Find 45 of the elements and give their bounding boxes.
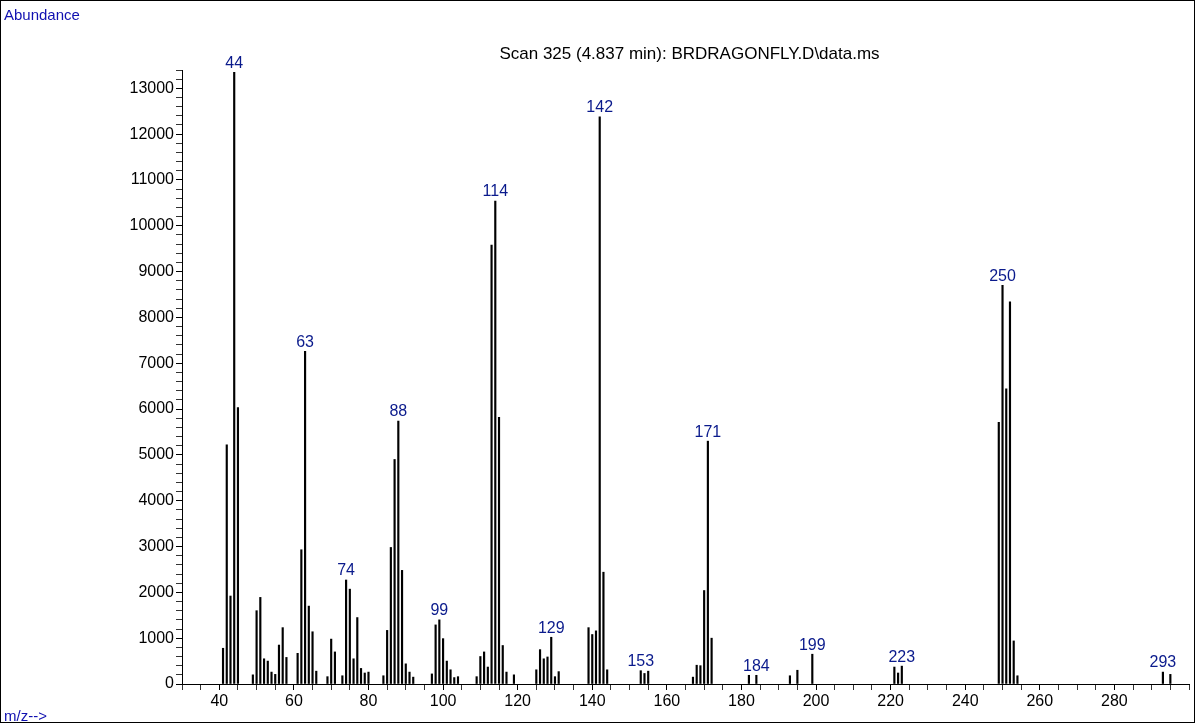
text: m/z--> bbox=[4, 706, 48, 723]
x-tick-label: 140 bbox=[578, 692, 606, 710]
annotation: 88 bbox=[389, 402, 408, 420]
annotation: 44 bbox=[225, 53, 244, 71]
x-tick-label: 80 bbox=[359, 692, 378, 710]
y-tick-label: 1000 bbox=[138, 628, 175, 646]
x-tick-label: 40 bbox=[210, 692, 229, 710]
y-tick-label: 5000 bbox=[138, 445, 175, 463]
annotation: 293 bbox=[1149, 653, 1177, 671]
y-tick-label: 10000 bbox=[129, 216, 175, 234]
annotation: 99 bbox=[430, 601, 449, 619]
x-tick-label: 120 bbox=[504, 692, 532, 710]
y-tick-label: 12000 bbox=[129, 124, 175, 142]
y-tick-label: 13000 bbox=[129, 78, 175, 96]
annotation: 199 bbox=[798, 635, 826, 653]
y-tick-label: 3000 bbox=[138, 536, 175, 554]
x-tick-label: 220 bbox=[877, 692, 905, 710]
annotation: 129 bbox=[537, 618, 565, 636]
y-tick-label: 6000 bbox=[138, 399, 175, 417]
annotation: 250 bbox=[989, 266, 1016, 284]
annotation: 171 bbox=[694, 422, 722, 440]
annotation: 142 bbox=[586, 98, 614, 116]
annotation: 153 bbox=[627, 652, 655, 670]
x-tick-label: 260 bbox=[1026, 692, 1054, 710]
y-axis-title: Abundance bbox=[4, 5, 80, 23]
y-tick-label: 7000 bbox=[138, 353, 175, 371]
x-tick-label: 240 bbox=[951, 692, 979, 710]
x-tick-label: 200 bbox=[802, 692, 830, 710]
annotation: 63 bbox=[296, 332, 315, 350]
y-tick-label: 4000 bbox=[138, 491, 175, 509]
annotation: 74 bbox=[337, 561, 356, 579]
annotation: 114 bbox=[482, 182, 509, 200]
chart-title: Scan 325 (4.837 min): BRDRAGONFLY.D\data.ms bbox=[499, 44, 880, 64]
x-tick-label: 160 bbox=[653, 692, 681, 710]
annotation: 223 bbox=[888, 647, 916, 665]
y-tick-label: 8000 bbox=[138, 307, 175, 325]
x-tick-label: 180 bbox=[728, 692, 755, 710]
y-tick-label: 11000 bbox=[130, 170, 175, 188]
y-tick-label: 0 bbox=[165, 674, 175, 692]
annotation: 184 bbox=[743, 656, 770, 674]
x-tick-label: 280 bbox=[1101, 692, 1128, 710]
y-tick-label: 9000 bbox=[138, 262, 175, 280]
x-tick-label: 60 bbox=[284, 692, 303, 710]
y-tick-label: 2000 bbox=[138, 582, 175, 600]
x-tick-label: 100 bbox=[429, 692, 457, 710]
